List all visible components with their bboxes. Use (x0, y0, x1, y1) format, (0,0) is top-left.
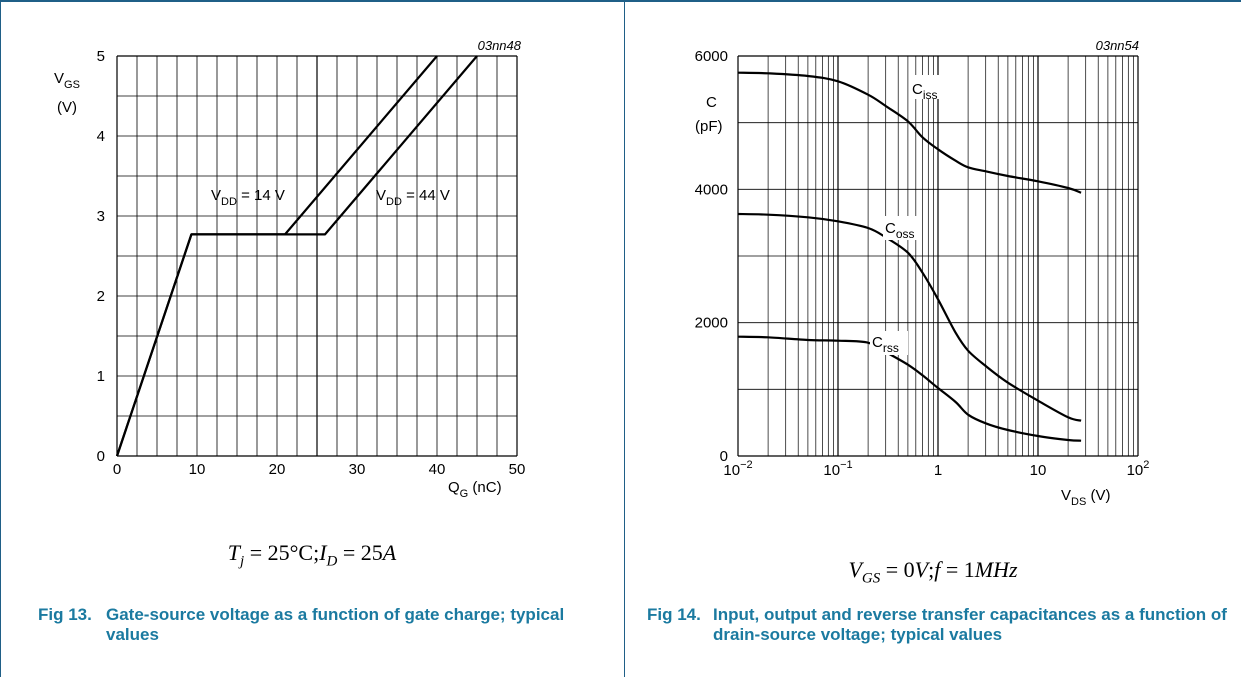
x-tick-label: 10−2 (723, 459, 752, 479)
y-tick-label: 0 (97, 448, 105, 465)
grid (116, 55, 518, 457)
x-tick-label: 50 (509, 461, 526, 478)
figure-title: Gate-source voltage as a function of gat… (106, 605, 565, 644)
condition-part: I (319, 540, 327, 565)
series-label-vdd-14: VDD = 14 V (211, 187, 285, 208)
y-tick-label: 2 (97, 288, 105, 305)
label-backdrop (870, 331, 908, 355)
figure-number: Fig 14. (647, 605, 701, 624)
condition-part: = 1 (940, 557, 975, 582)
x-tick-label: 10 (1030, 462, 1047, 479)
figure-13-panel: 03nn48 VGS (V) QG (nC) VDD = 14 V VDD = … (0, 38, 624, 655)
capacitance-chart: 03nn54 C (pF) VDS (V) Ciss Coss Crss 10−… (695, 38, 1150, 508)
y-axis-unit: (pF) (695, 118, 723, 135)
y-tick-label: 2000 (695, 315, 728, 332)
figure-13-caption: Fig 13. Gate-source voltage as a functio… (38, 605, 608, 655)
y-tick-label: 4000 (695, 181, 728, 198)
center-divider (624, 0, 625, 677)
x-tick-label: 10 (189, 461, 206, 478)
series-curve-2 (737, 335, 1082, 442)
y-axis-label: VGS (54, 70, 80, 91)
series-curve-1 (737, 212, 1082, 422)
series-label-coss: Coss (885, 220, 915, 241)
x-tick-label: 102 (1127, 459, 1150, 479)
condition-text: Tj = 25°C;ID = 25A (227, 540, 397, 569)
x-tick-label: 30 (349, 461, 366, 478)
figure-14-caption: Fig 14. Input, output and reverse transf… (647, 605, 1237, 675)
figure-14-panel: 03nn54 C (pF) VDS (V) Ciss Coss Crss 10−… (625, 0, 1241, 677)
x-axis-label: QG (nC) (448, 479, 502, 500)
condition-part: D (326, 553, 338, 570)
left-border (0, 0, 1, 677)
x-tick-label: 0 (113, 461, 121, 478)
series-label-vdd-44: VDD = 44 V (376, 187, 450, 208)
condition-part: = 25 (337, 540, 383, 565)
series-label-crss: Crss (872, 334, 899, 355)
condition-part: ; (928, 557, 935, 582)
y-axis-unit: (V) (57, 99, 77, 116)
label-backdrop (910, 75, 946, 99)
condition-part: MHz (974, 557, 1018, 582)
y-tick-label: 3 (97, 208, 105, 225)
condition-part: j (240, 553, 245, 570)
label-backdrop (883, 216, 921, 240)
y-axis-label: C (706, 94, 717, 111)
condition-part: V (914, 557, 929, 582)
condition-part: V (848, 557, 862, 582)
condition-part: = 25°C; (244, 540, 320, 565)
x-tick-label: 20 (269, 461, 286, 478)
test-condition: Tj = 25°C;ID = 25A (0, 540, 624, 570)
figure-number: Fig 13. (38, 605, 92, 624)
series-line-1 (115, 55, 478, 457)
y-tick-label: 4 (97, 128, 105, 145)
condition-part: GS (861, 570, 881, 587)
y-tick-label: 0 (720, 448, 728, 465)
top-border (0, 0, 1241, 2)
condition-part: T (227, 540, 241, 565)
condition-part: A (382, 540, 397, 565)
chart-code: 03nn54 (1096, 38, 1139, 53)
test-condition: VGS = 0V;f = 1MHz (625, 557, 1241, 587)
y-tick-label: 6000 (695, 48, 728, 65)
x-tick-label: 10−1 (823, 459, 852, 479)
condition-part: f (934, 557, 941, 582)
grid (737, 55, 1139, 457)
condition-text: VGS = 0V;f = 1MHz (848, 557, 1018, 586)
y-tick-label: 1 (97, 368, 105, 385)
series-curve-0 (737, 71, 1082, 194)
chart-code: 03nn48 (478, 38, 522, 53)
x-axis-label: VDS (V) (1061, 487, 1110, 508)
x-tick-label: 1 (934, 462, 942, 479)
y-tick-label: 5 (97, 48, 105, 65)
x-tick-label: 40 (429, 461, 446, 478)
series-label-ciss: Ciss (912, 81, 938, 102)
figure-title: Input, output and reverse transfer capac… (713, 605, 1227, 644)
condition-part: = 0 (880, 557, 915, 582)
gate-charge-chart: 03nn48 VGS (V) QG (nC) VDD = 14 V VDD = … (54, 38, 526, 500)
